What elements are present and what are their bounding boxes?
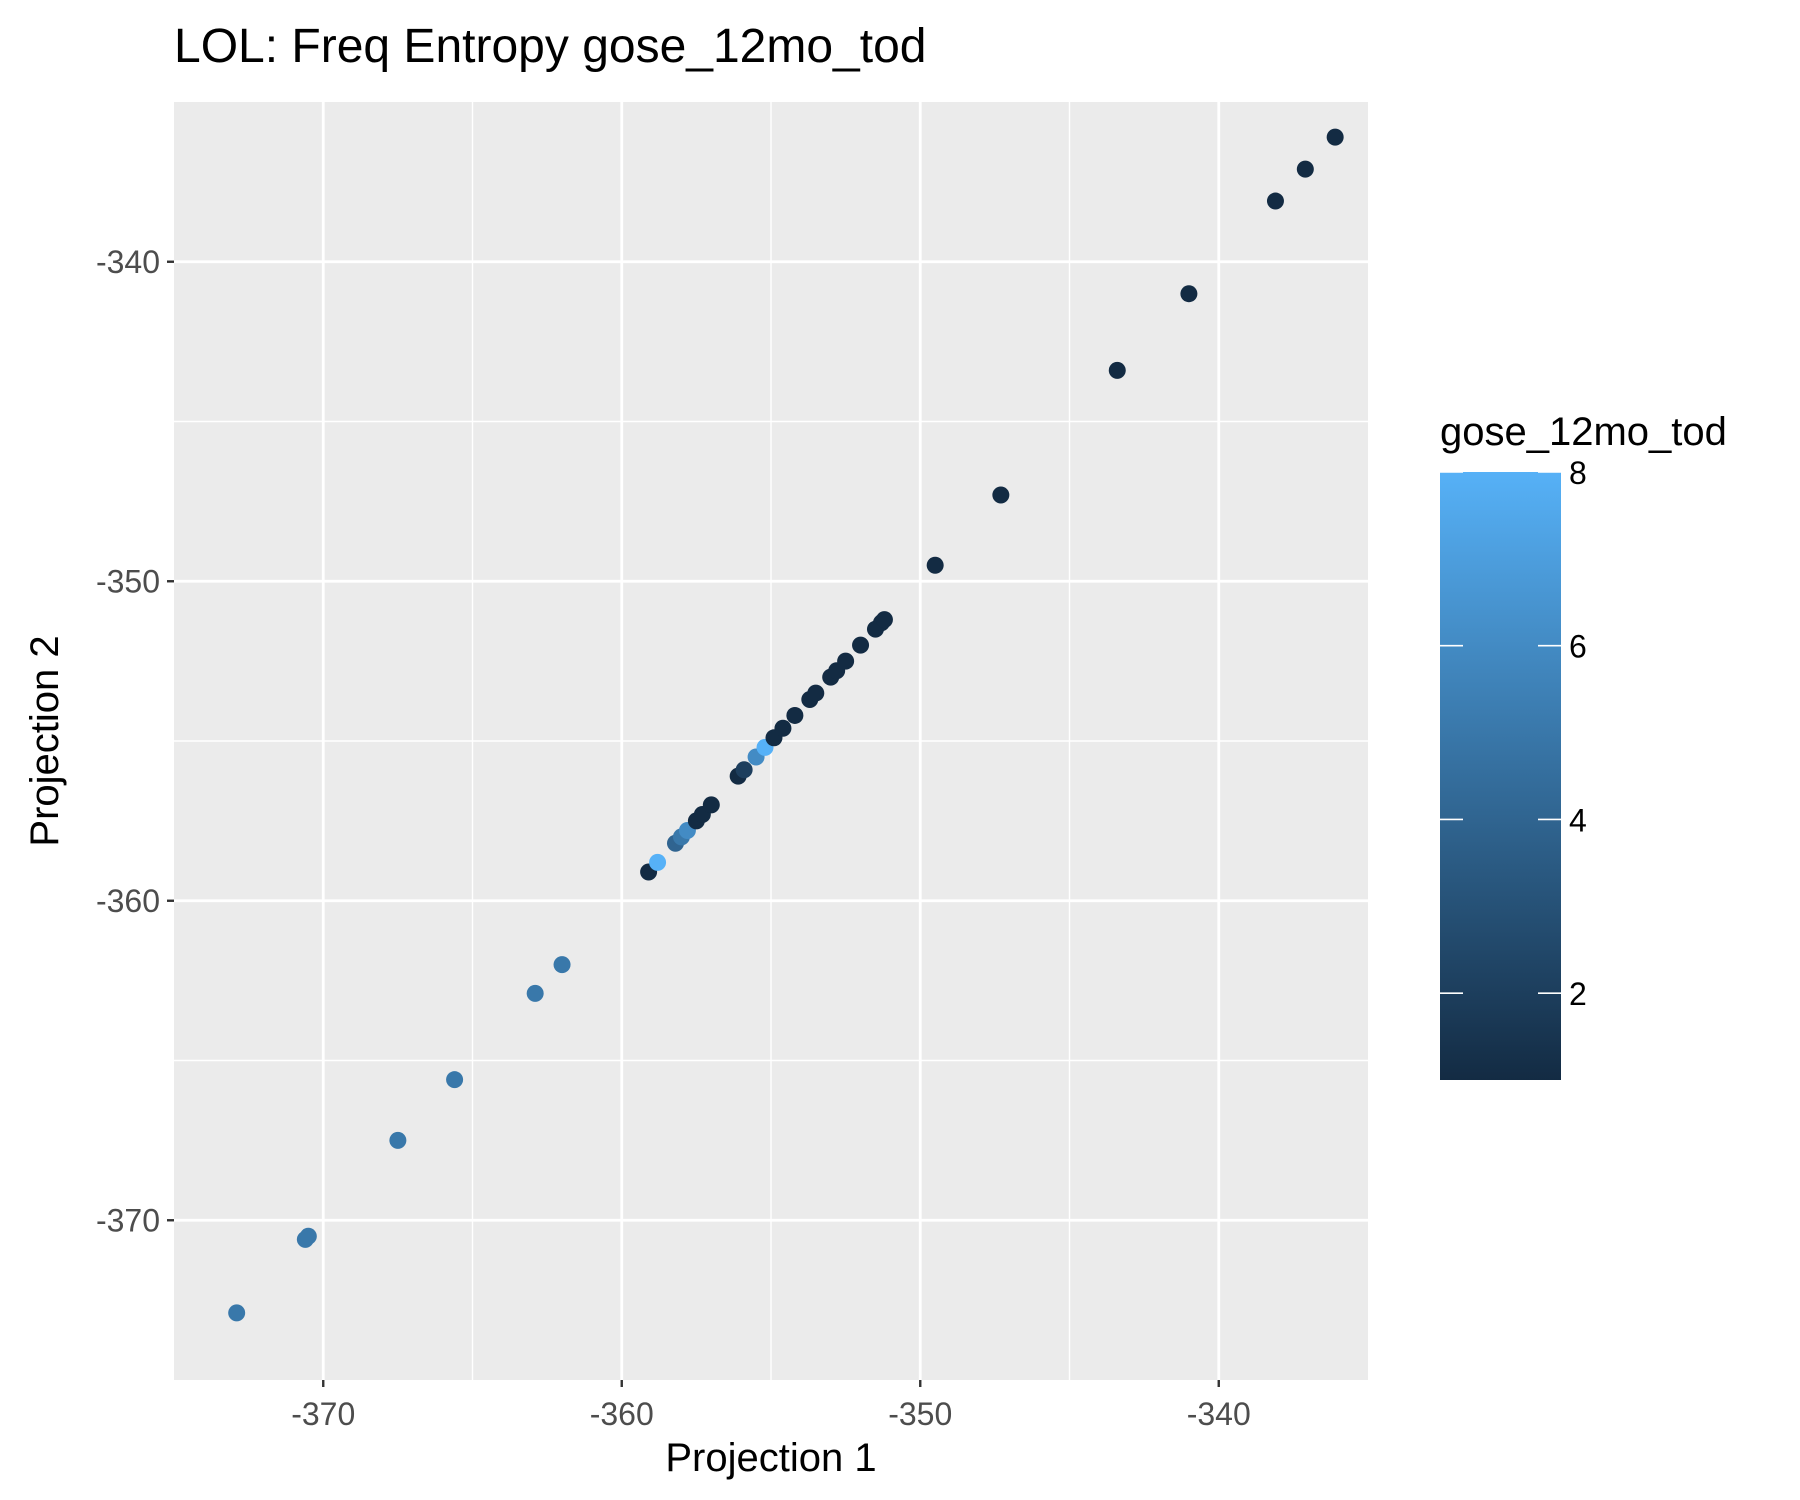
- scatter-point: [992, 486, 1009, 503]
- scatter-point: [837, 653, 854, 670]
- colorbar-tick-label: 4: [1569, 802, 1587, 838]
- y-tick-label: -350: [96, 563, 160, 599]
- scatter-point: [446, 1071, 463, 1088]
- y-axis: -370 -360 -350 -340: [96, 244, 174, 1239]
- colorbar-tick-label: 2: [1569, 976, 1587, 1012]
- legend-title: gose_12mo_tod: [1440, 410, 1727, 454]
- y-axis-label: Projection 2: [23, 635, 67, 846]
- legend: gose_12mo_tod 2 4 6 8: [1440, 410, 1727, 1080]
- scatter-point: [852, 637, 869, 654]
- scatter-point: [703, 796, 720, 813]
- scatter-point: [649, 854, 666, 871]
- scatter-point: [1327, 129, 1344, 146]
- scatter-point: [389, 1132, 406, 1149]
- scatter-point: [927, 557, 944, 574]
- x-axis: -370 -360 -350 -340: [291, 1380, 1251, 1432]
- y-tick-label: -340: [96, 244, 160, 280]
- x-tick-label: -360: [590, 1396, 654, 1432]
- scatter-point: [1180, 285, 1197, 302]
- scatter-point: [876, 611, 893, 628]
- y-tick-label: -370: [96, 1202, 160, 1238]
- scatter-point: [554, 956, 571, 973]
- scatter-point: [807, 685, 824, 702]
- colorbar: [1440, 472, 1561, 1080]
- scatter-point: [1109, 362, 1126, 379]
- scatter-point: [736, 761, 753, 778]
- y-tick-label: -360: [96, 883, 160, 919]
- colorbar-tick-label: 8: [1569, 455, 1587, 491]
- x-tick-label: -350: [888, 1396, 952, 1432]
- x-axis-label: Projection 1: [665, 1436, 876, 1480]
- scatter-point: [774, 720, 791, 737]
- scatter-point: [228, 1304, 245, 1321]
- scatter-point: [300, 1228, 317, 1245]
- scatter-point: [527, 985, 544, 1002]
- scatter-point: [1297, 161, 1314, 178]
- scatter-point: [1267, 193, 1284, 210]
- scatter-point: [786, 707, 803, 724]
- x-tick-label: -370: [291, 1396, 355, 1432]
- chart-title: LOL: Freq Entropy gose_12mo_tod: [174, 20, 926, 73]
- x-tick-label: -340: [1187, 1396, 1251, 1432]
- colorbar-tick-label: 6: [1569, 629, 1587, 665]
